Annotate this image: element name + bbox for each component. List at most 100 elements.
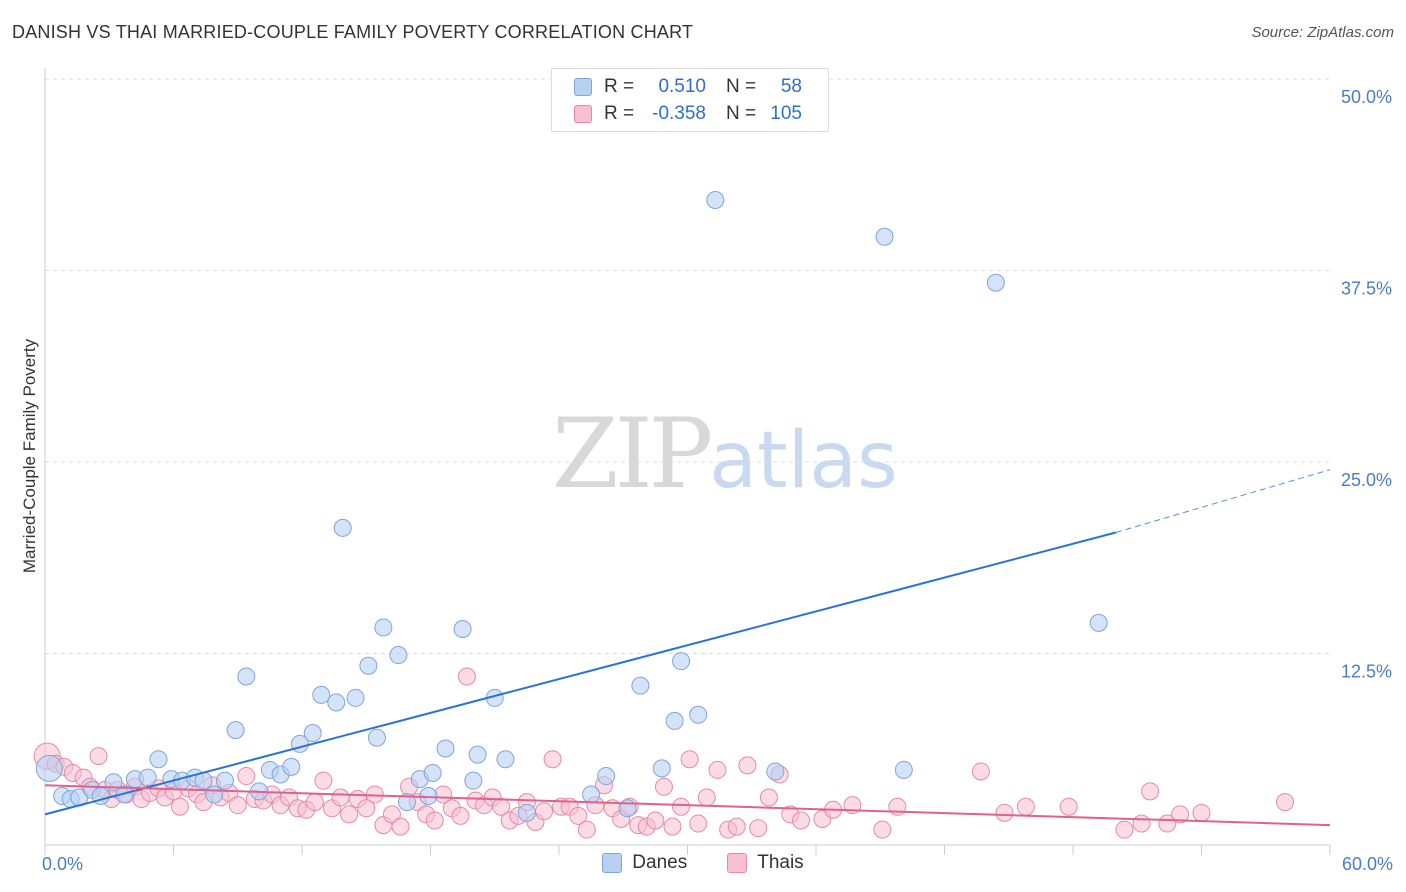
danes-point — [138, 768, 157, 787]
thais-r-value: -0.358 — [652, 103, 706, 124]
danes-point — [237, 667, 256, 686]
danes-point — [312, 685, 331, 704]
thais-trend-line — [44, 784, 1331, 827]
thais-point — [654, 777, 673, 796]
danes-point — [597, 767, 616, 786]
danes-point — [226, 721, 245, 740]
thais-point — [357, 799, 376, 818]
thais-point — [331, 788, 350, 807]
danes-r-label: R = — [604, 76, 635, 97]
legend-item-thais: Thais — [727, 852, 804, 874]
thais-point — [873, 820, 892, 839]
legend-danes-swatch — [602, 853, 623, 873]
danes-point — [894, 760, 913, 779]
thais-point — [680, 750, 699, 769]
danes-point — [496, 750, 515, 769]
thais-point — [759, 788, 778, 807]
danes-point — [397, 793, 416, 812]
y-tick-label-0: 12.5% — [1341, 662, 1392, 682]
thais-point — [425, 811, 444, 830]
trend-lines — [44, 469, 1331, 827]
thais-point — [89, 747, 108, 766]
thais-point — [995, 803, 1014, 822]
legend-danes-label: Danes — [632, 852, 688, 873]
x-tick-labels: 0.0% 60.0% — [42, 854, 1393, 874]
thais-point — [314, 771, 333, 790]
thais-n-label: N = — [726, 103, 757, 124]
thais-point — [1016, 797, 1035, 816]
danes-trend-line — [44, 531, 1117, 816]
danes-point — [346, 688, 365, 707]
thais-point — [237, 767, 256, 786]
thais-point — [663, 817, 682, 836]
thais-point — [689, 814, 708, 833]
thais-point — [451, 806, 470, 825]
legend-row-thais: R = -0.358 N = 105 — [574, 101, 802, 127]
watermark-zip: ZIP — [552, 398, 713, 510]
y-tick-labels: 12.5% 25.0% 37.5% 50.0% — [1341, 87, 1392, 682]
thais-point — [170, 797, 189, 816]
thais-point — [391, 817, 410, 836]
thais-point — [1171, 805, 1190, 824]
danes-point — [986, 273, 1005, 292]
thais-point — [492, 797, 511, 816]
danes-point — [367, 728, 386, 747]
danes-trend-extension — [1115, 469, 1331, 533]
correlation-legend: R = 0.510 N = 58 R = -0.358 N = 105 — [551, 68, 829, 132]
watermark: ZIPatlas — [552, 398, 898, 510]
legend-item-danes: Danes — [602, 852, 687, 874]
legend-row-danes: R = 0.510 N = 58 — [574, 74, 802, 100]
danes-point — [215, 771, 234, 790]
x-tick-label-0: 0.0% — [42, 854, 83, 874]
thais-point — [697, 788, 716, 807]
danes-n-label: N = — [726, 76, 757, 97]
danes-point — [468, 745, 487, 764]
thais-point — [646, 811, 665, 830]
thais-point — [535, 802, 554, 821]
thais-point — [382, 805, 401, 824]
danes-r-value: 0.510 — [658, 76, 706, 97]
danes-point — [875, 227, 894, 246]
thais-point — [1115, 820, 1134, 839]
danes-point — [1089, 613, 1108, 632]
danes-point — [282, 757, 301, 776]
danes-point — [436, 739, 455, 758]
legend-thais-swatch — [727, 853, 748, 873]
thais-r-label: R = — [604, 103, 635, 124]
danes-point — [303, 724, 322, 743]
thais-point — [569, 806, 588, 825]
thais-point — [672, 797, 691, 816]
danes-point — [706, 191, 725, 210]
thais-point — [1192, 803, 1211, 822]
thais-point — [1276, 793, 1295, 812]
thais-point — [305, 793, 324, 812]
y-tick-label-2: 37.5% — [1341, 279, 1392, 299]
danes-point — [423, 763, 442, 782]
thais-point — [738, 756, 757, 775]
danes-point — [374, 618, 393, 637]
thais-point — [727, 817, 746, 836]
danes-point — [689, 705, 708, 724]
thais-point — [543, 750, 562, 769]
thais-point — [971, 762, 990, 781]
danes-point — [149, 750, 168, 769]
thais-point — [749, 819, 768, 838]
danes-point — [464, 771, 483, 790]
source-label: Source: ZipAtlas.com — [1251, 24, 1394, 41]
thais-point — [340, 805, 359, 824]
thais-point — [708, 760, 727, 779]
thais-point — [792, 811, 811, 830]
danes-point — [517, 803, 536, 822]
watermark-atlas: atlas — [709, 416, 898, 506]
y-tick-label-1: 25.0% — [1341, 470, 1392, 490]
danes-point — [652, 759, 671, 778]
danes-point — [333, 518, 352, 537]
danes-point — [631, 676, 650, 695]
danes-swatch — [574, 78, 592, 96]
thais-point — [457, 667, 476, 686]
danes-point — [359, 656, 378, 675]
danes-point — [35, 754, 63, 782]
thais-point — [1059, 797, 1078, 816]
chart-title: DANISH VS THAI MARRIED-COUPLE FAMILY POV… — [12, 22, 694, 42]
